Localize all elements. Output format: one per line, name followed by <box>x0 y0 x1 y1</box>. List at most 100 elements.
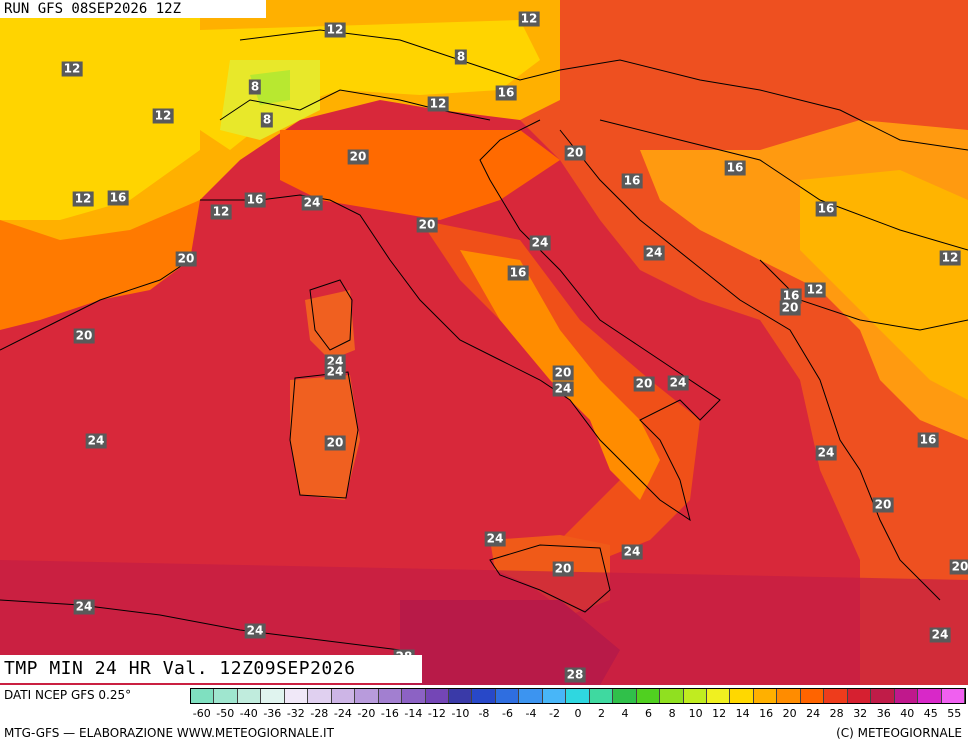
scale-swatch <box>425 689 449 703</box>
isotherm-label: 24 <box>667 375 689 391</box>
scale-tick-label: -32 <box>286 707 305 720</box>
scale-tick-label: 4 <box>621 707 629 720</box>
isotherm-label: 12 <box>61 61 83 77</box>
isotherm-label: 20 <box>779 300 801 316</box>
scale-swatch <box>683 689 707 703</box>
scale-swatch <box>871 689 895 703</box>
isotherm-label: 24 <box>301 195 323 211</box>
scale-swatch <box>918 689 942 703</box>
isotherm-label: 16 <box>780 288 802 304</box>
scale-tick-label: 55 <box>947 707 962 720</box>
scale-swatch <box>636 689 661 703</box>
isotherm-label: 20 <box>633 376 655 392</box>
scale-tick-label: 16 <box>759 707 774 720</box>
isotherm-label: 20 <box>552 365 574 381</box>
isotherm-label: 20 <box>949 559 968 575</box>
isotherm-label: 24 <box>529 235 551 251</box>
color-scale <box>190 688 966 704</box>
isotherm-label: 20 <box>872 497 894 513</box>
isotherm-label: 16 <box>917 432 939 448</box>
isotherm-label: 24 <box>85 433 107 449</box>
scale-swatch <box>237 689 262 703</box>
scale-swatch <box>894 689 919 703</box>
scale-swatch <box>495 689 520 703</box>
isotherm-label: 12 <box>72 191 94 207</box>
scale-swatch <box>542 689 567 703</box>
scale-tick-label: 45 <box>923 707 938 720</box>
isotherm-label: 12 <box>518 11 540 27</box>
isotherm-label: 12 <box>324 22 346 38</box>
isotherm-label: 12 <box>152 108 174 124</box>
isotherm-label: 28 <box>564 667 586 683</box>
scale-tick-label: 8 <box>668 707 676 720</box>
isotherm-label: 16 <box>621 173 643 189</box>
scale-swatch <box>847 689 872 703</box>
isotherm-label: 12 <box>210 204 232 220</box>
scale-tick-label: -28 <box>310 707 329 720</box>
isotherm-label: 20 <box>416 217 438 233</box>
isotherm-label: 24 <box>73 599 95 615</box>
scale-swatch <box>331 689 356 703</box>
isotherm-label: 8 <box>454 49 468 65</box>
isotherm-label: 12 <box>427 96 449 112</box>
credit-right: (C) METEOGIORNALE <box>836 726 962 740</box>
isotherm-label: 24 <box>643 245 665 261</box>
scale-tick-label: 28 <box>829 707 844 720</box>
scale-tick-label: -50 <box>216 707 235 720</box>
data-source: DATI NCEP GFS 0.25° <box>4 688 132 702</box>
scale-tick-label: 2 <box>598 707 606 720</box>
scale-swatch <box>589 689 614 703</box>
scale-swatch <box>308 689 332 703</box>
color-scale-ticks: -60 -50 -40 -36 -32 -28 -24 -20 -16 -14 -12 -10 -8 -6… <box>190 707 966 721</box>
isotherm-label: 24 <box>815 445 837 461</box>
scale-swatch <box>800 689 825 703</box>
scale-tick-label: 24 <box>806 707 821 720</box>
scale-tick-label: 32 <box>853 707 868 720</box>
scale-swatch <box>777 689 801 703</box>
map-title: TMP MIN 24 HR Val. 12Z09SEP2026 <box>0 655 422 683</box>
scale-tick-label: -2 <box>549 707 560 720</box>
scale-tick-label: -12 <box>427 707 446 720</box>
isotherm-label: 20 <box>175 251 197 267</box>
scale-tick-label: 6 <box>645 707 653 720</box>
scale-tick-label: -40 <box>239 707 258 720</box>
isotherm-label: 16 <box>495 85 517 101</box>
scale-swatch <box>519 689 543 703</box>
scale-tick-label: 14 <box>735 707 750 720</box>
scale-swatch <box>613 689 637 703</box>
scale-tick-label: -36 <box>263 707 282 720</box>
scale-swatch <box>261 689 285 703</box>
isotherm-label: 24 <box>621 544 643 560</box>
isotherm-label: 24 <box>484 531 506 547</box>
temperature-map <box>0 0 968 685</box>
scale-tick-label: -16 <box>380 707 399 720</box>
scale-tick-label: -14 <box>404 707 423 720</box>
scale-tick-label: 36 <box>876 707 891 720</box>
scale-swatch <box>566 689 590 703</box>
scale-tick-label: -60 <box>192 707 211 720</box>
scale-swatch <box>214 689 238 703</box>
isotherm-label: 20 <box>73 328 95 344</box>
isotherm-label: 24 <box>552 381 574 397</box>
scale-swatch <box>191 689 215 703</box>
run-header: RUN GFS 08SEP2026 12Z <box>0 0 266 18</box>
isotherm-label: 20 <box>552 561 574 577</box>
isotherm-label: 16 <box>507 265 529 281</box>
isotherm-label: 24 <box>244 623 266 639</box>
isotherm-label: 12 <box>804 282 826 298</box>
scale-tick-label: 10 <box>688 707 703 720</box>
scale-tick-label: 0 <box>574 707 582 720</box>
isotherm-label: 20 <box>347 149 369 165</box>
scale-swatch <box>378 689 403 703</box>
isotherm-label: 16 <box>724 160 746 176</box>
scale-tick-label: 12 <box>712 707 727 720</box>
scale-swatch <box>284 689 309 703</box>
scale-tick-label: 40 <box>900 707 915 720</box>
scale-tick-label: -4 <box>525 707 537 720</box>
isotherm-label: 24 <box>324 364 346 380</box>
scale-tick-label: -10 <box>451 707 470 720</box>
scale-tick-label: -20 <box>357 707 376 720</box>
scale-tick-label: -6 <box>501 707 513 720</box>
scale-swatch <box>402 689 426 703</box>
scale-swatch <box>753 689 778 703</box>
